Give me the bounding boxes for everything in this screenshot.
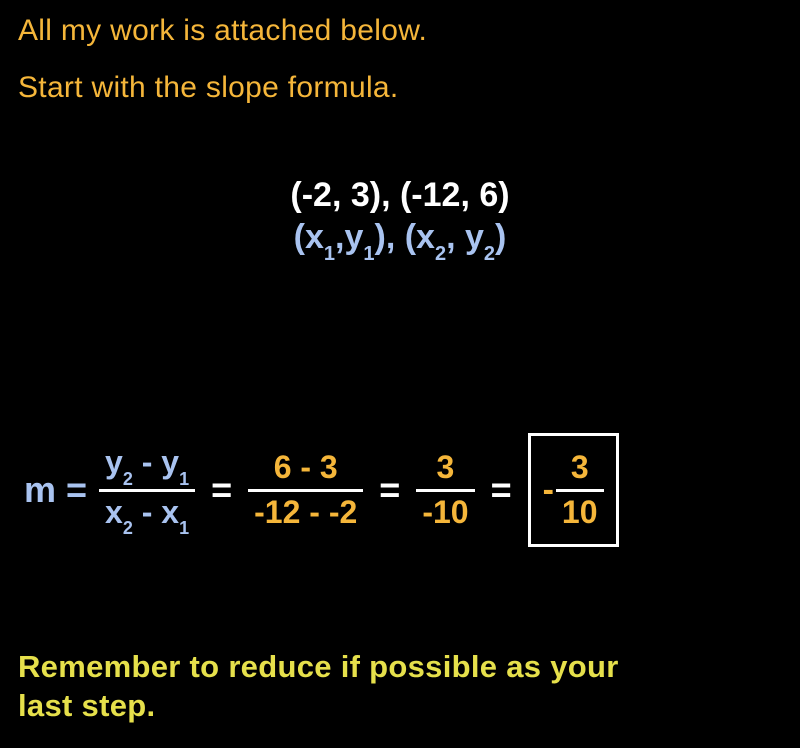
intro-line-2: Start with the slope formula. (18, 71, 399, 105)
frac1-den: x2 - x1 (99, 489, 195, 535)
footer-line-1: Remember to reduce if possible as your (18, 649, 619, 684)
answer-den: 10 (556, 489, 604, 530)
frac1-num: y2 - y1 (99, 445, 195, 488)
m-equals: m = (24, 469, 87, 511)
frac1-x1-sub: 1 (179, 518, 189, 538)
slope-formula-fraction: y2 - y1 x2 - x1 (99, 445, 195, 534)
footer-line-2: last step. (18, 688, 155, 723)
slide: All my work is attached below. Start wit… (0, 0, 800, 748)
pg-part: (x (294, 218, 324, 256)
equals-1: = (207, 469, 236, 511)
pg-sub: 1 (363, 243, 374, 265)
points-generic: (x1,y1), (x2, y2) (0, 218, 800, 262)
frac1-y2-sub: 2 (123, 469, 133, 489)
frac1-op: - (133, 444, 161, 480)
pg-sub: 2 (435, 243, 446, 265)
frac2-num: 6 - 3 (268, 450, 344, 488)
frac1-y1-sub: 1 (179, 469, 189, 489)
answer-num: 3 (565, 450, 595, 488)
answer-fraction: 3 10 (556, 450, 604, 529)
equation-inner: m = y2 - y1 x2 - x1 = 6 - 3 -12 - -2 = 3… (0, 420, 800, 560)
answer-sign: - (543, 471, 556, 510)
frac1-y1: y (161, 444, 179, 480)
simplified-fraction: 3 -10 (416, 450, 474, 529)
frac1-x2-sub: 2 (123, 518, 133, 538)
equals-2: = (375, 469, 404, 511)
equation-row: m = y2 - y1 x2 - x1 = 6 - 3 -12 - -2 = 3… (0, 420, 800, 560)
frac3-num: 3 (431, 450, 461, 488)
pg-sub: 2 (484, 243, 495, 265)
frac1-y2: y (105, 444, 123, 480)
frac1-x1: x (161, 494, 179, 530)
equals-3: = (487, 469, 516, 511)
footer-note: Remember to reduce if possible as your l… (18, 647, 782, 726)
answer-box: - 3 10 (528, 433, 619, 546)
pg-part: ), (x (375, 218, 435, 256)
substituted-fraction: 6 - 3 -12 - -2 (248, 450, 363, 529)
pg-sub: 1 (324, 243, 335, 265)
points-numeric: (-2, 3), (-12, 6) (0, 176, 800, 215)
pg-part: ) (495, 218, 506, 256)
pg-part: , y (446, 218, 484, 256)
frac1-x2: x (105, 494, 123, 530)
frac2-den: -12 - -2 (248, 489, 363, 530)
pg-part: ,y (335, 218, 363, 256)
frac3-den: -10 (416, 489, 474, 530)
intro-line-1: All my work is attached below. (18, 14, 427, 48)
frac1-op: - (133, 494, 161, 530)
